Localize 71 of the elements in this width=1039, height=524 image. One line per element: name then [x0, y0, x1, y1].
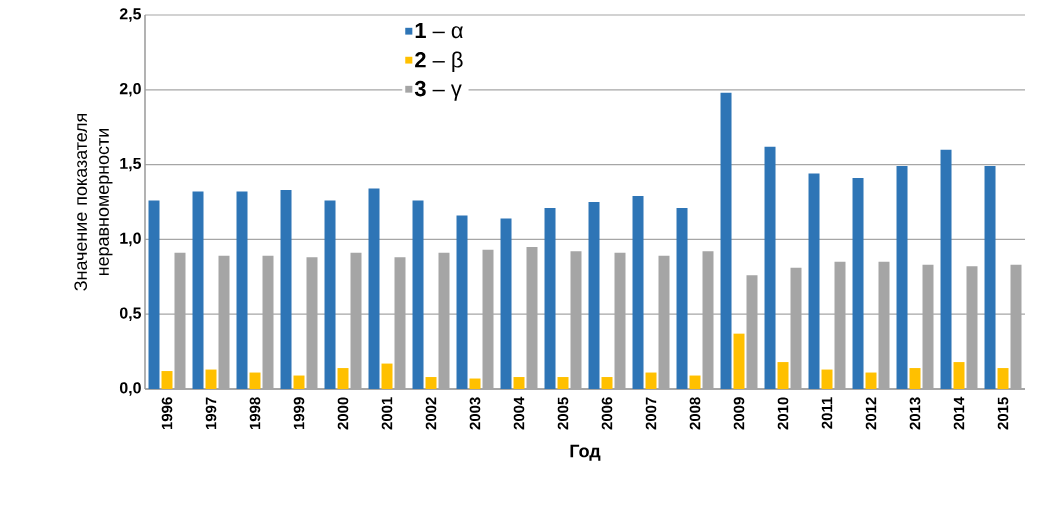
x-tick-label: 2001 [381, 397, 393, 430]
y-axis-title: Значение показателя неравномерности [74, 113, 113, 291]
bar [324, 200, 336, 389]
bar [337, 368, 349, 389]
y-tick-label: 1,5 [120, 157, 142, 172]
x-tick-label: 2013 [909, 397, 921, 430]
bar [500, 218, 512, 389]
x-tick-label: 2010 [777, 397, 789, 430]
bar [381, 363, 393, 389]
bar [557, 377, 569, 389]
bar [513, 377, 525, 389]
x-tick-label: 1997 [205, 397, 217, 430]
bar [601, 377, 613, 389]
bar [368, 188, 380, 389]
bar [425, 377, 437, 389]
bar [733, 333, 745, 389]
x-tick-label: 2012 [865, 397, 877, 430]
y-tick-label: 2,0 [119, 83, 141, 97]
bar [997, 368, 1009, 389]
bar [148, 200, 160, 389]
x-tick-label: 2006 [601, 397, 613, 430]
y-tick-label: 2,5 [119, 8, 142, 22]
bar [192, 191, 204, 389]
bar [953, 362, 965, 389]
x-tick-label: 2002 [425, 397, 437, 430]
y-tick-label: 1,0 [120, 232, 141, 247]
bar [720, 92, 732, 389]
bar [544, 207, 556, 389]
bar [236, 191, 248, 389]
x-tick-label: 1996 [161, 397, 173, 430]
x-tick-label: 2009 [733, 397, 745, 430]
bar [412, 200, 424, 389]
x-tick-label: 2015 [997, 397, 1009, 430]
bar [940, 149, 952, 389]
y-tick-label: 0,5 [119, 307, 142, 321]
x-tick-label: 1999 [293, 397, 305, 430]
legend-label: 3 – γ [414, 80, 462, 101]
x-tick-label: 2008 [689, 397, 701, 430]
bar [821, 369, 833, 389]
bar [456, 215, 468, 389]
legend-label: 2 – β [415, 51, 463, 72]
bar [161, 371, 173, 389]
bar [909, 368, 921, 389]
bar [280, 190, 292, 389]
x-tick-label: 2005 [557, 397, 569, 430]
bar [469, 378, 481, 389]
bar [808, 173, 820, 389]
bar [896, 166, 908, 389]
bar [249, 372, 261, 389]
bar [645, 372, 657, 389]
bar [588, 202, 600, 389]
x-axis-title: Год [570, 444, 601, 461]
bar [632, 196, 644, 389]
bar [205, 369, 217, 389]
y-tick-label: 0,0 [119, 382, 141, 396]
x-tick-label: 1998 [249, 397, 261, 430]
bar [865, 372, 877, 389]
bar [984, 166, 996, 389]
x-tick-label: 2004 [513, 396, 525, 430]
bar [764, 146, 776, 389]
x-tick-label: 2011 [821, 397, 833, 429]
x-tick-label: 2014 [953, 396, 965, 430]
legend-label: 1 – α [415, 22, 463, 39]
bar [852, 178, 864, 389]
bar [676, 207, 688, 389]
x-tick-label: 2003 [469, 397, 481, 430]
x-tick-label: 2000 [337, 397, 349, 430]
x-tick-label: 2007 [645, 397, 657, 430]
bar [777, 362, 789, 389]
bar [689, 375, 701, 389]
bar [293, 375, 305, 389]
